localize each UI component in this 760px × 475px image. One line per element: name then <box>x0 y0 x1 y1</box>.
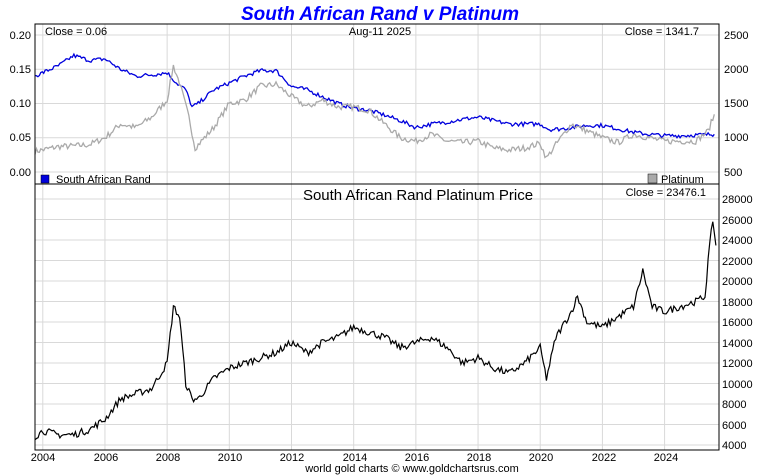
tick-label: 10000 <box>722 379 753 391</box>
tick-label: 0.20 <box>10 30 31 42</box>
south-african-rand-line <box>34 52 715 139</box>
tick-label: 0.05 <box>10 132 31 144</box>
tick-label: 0.15 <box>10 64 31 76</box>
bottom-close: Close = 23476.1 <box>626 187 706 199</box>
footer-credit: world gold charts © www.goldchartsrus.co… <box>304 463 519 475</box>
bottom-right-axis: 28000 26000 24000 22000 20000 18000 1600… <box>722 194 753 452</box>
tick-label: 2018 <box>467 452 491 464</box>
legend-platinum-swatch <box>647 173 658 184</box>
legend-platinum-label: Platinum <box>661 174 704 186</box>
tick-label: 2012 <box>280 452 304 464</box>
tick-label: 2014 <box>343 452 367 464</box>
top-close-left: Close = 0.06 <box>45 26 107 38</box>
top-right-axis: 2500 2000 1500 1000 500 <box>724 30 748 179</box>
tick-label: 1500 <box>724 98 748 110</box>
tick-label: 6000 <box>722 420 746 432</box>
tick-label: 16000 <box>722 317 753 329</box>
tick-label: 28000 <box>722 194 753 206</box>
tick-label: 2008 <box>156 452 180 464</box>
tick-label: 2024 <box>654 452 678 464</box>
bottom-plot-frame <box>34 183 720 451</box>
tick-label: 2006 <box>94 452 118 464</box>
legend-rand-swatch <box>40 174 50 184</box>
tick-label: 2016 <box>405 452 429 464</box>
tick-label: 2022 <box>592 452 616 464</box>
tick-label: 0.00 <box>10 167 31 179</box>
tick-label: 2004 <box>31 452 55 464</box>
tick-label: 20000 <box>722 276 753 288</box>
tick-label: 18000 <box>722 297 753 309</box>
tick-label: 2500 <box>724 30 748 42</box>
legend-rand-label: South African Rand <box>56 174 151 186</box>
platinum-line <box>34 64 715 159</box>
top-left-axis: 0.20 0.15 0.10 0.05 0.00 <box>10 30 31 179</box>
tick-label: 0.10 <box>10 98 31 110</box>
tick-label: 24000 <box>722 235 753 247</box>
top-close-right: Close = 1341.7 <box>625 26 699 38</box>
rand-platinum-price-line <box>34 221 717 441</box>
tick-label: 2000 <box>724 64 748 76</box>
top-date: Aug-11 2025 <box>349 26 411 38</box>
tick-label: 2010 <box>218 452 242 464</box>
tick-label: 500 <box>724 167 742 179</box>
tick-label: 4000 <box>722 440 746 452</box>
bottom-chart-title: South African Rand Platinum Price <box>303 187 533 204</box>
chart-title: South African Rand v Platinum <box>241 4 519 25</box>
bottom-grid <box>35 184 719 450</box>
x-axis: 2004 2006 2008 2010 2012 2014 2016 2018 … <box>31 452 678 464</box>
tick-label: 26000 <box>722 215 753 227</box>
tick-label: 2020 <box>529 452 553 464</box>
tick-label: 12000 <box>722 358 753 370</box>
top-grid <box>35 24 719 184</box>
tick-label: 22000 <box>722 256 753 268</box>
tick-label: 14000 <box>722 338 753 350</box>
tick-label: 1000 <box>724 132 748 144</box>
tick-label: 8000 <box>722 399 746 411</box>
